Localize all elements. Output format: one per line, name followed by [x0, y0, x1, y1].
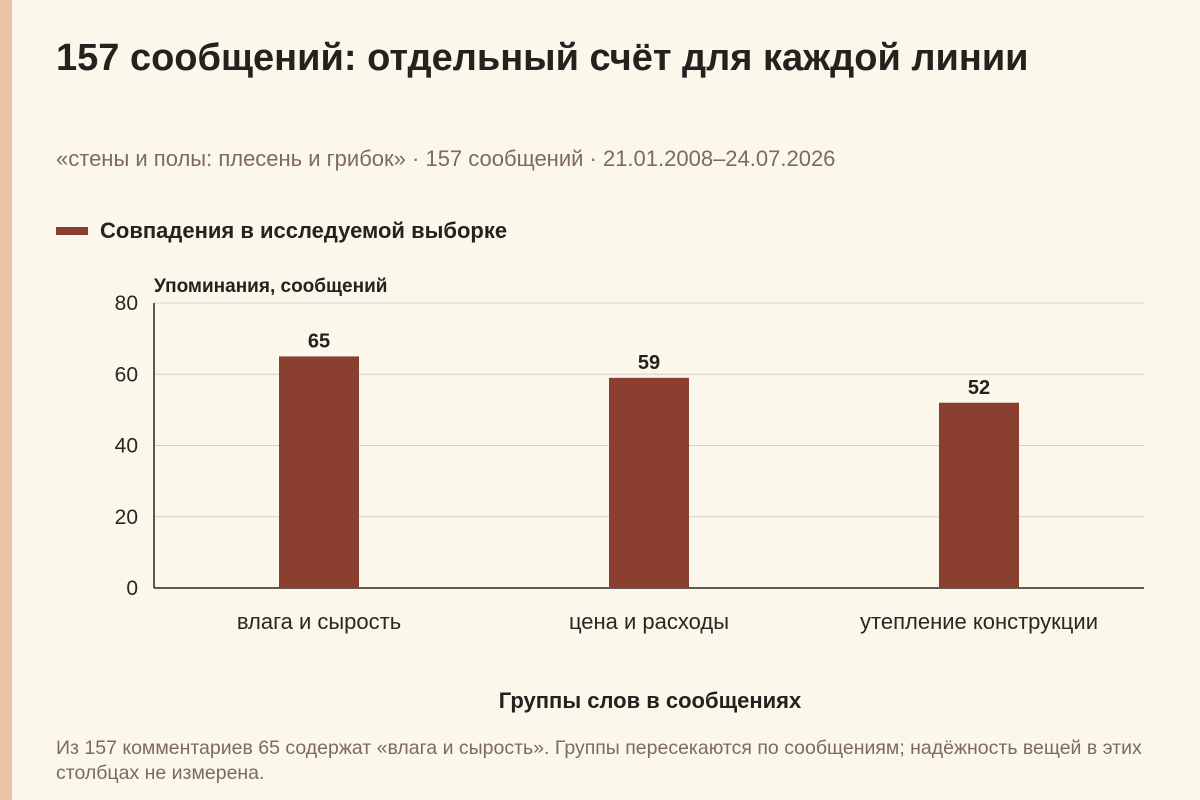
data-label: 59	[638, 352, 660, 374]
x-tick-label: утепление конструкции	[860, 609, 1098, 634]
bars	[279, 356, 1019, 588]
y-tick-label: 0	[126, 577, 138, 600]
y-tick-label: 80	[115, 292, 138, 315]
legend-label: Совпадения в исследуемой выборке	[100, 218, 508, 243]
y-tick-label: 40	[115, 435, 138, 458]
accent-strip	[0, 0, 12, 800]
bar	[279, 356, 359, 588]
data-label: 52	[968, 377, 990, 399]
legend-swatch	[56, 227, 88, 235]
chart-labels: 0 20 40 60 80 65 влага и сырость 59 цена и расхо…	[115, 292, 1098, 634]
x-tick-label: влага и сырость	[237, 609, 401, 634]
bar	[609, 377, 689, 588]
legend: Совпадения в исследуемой выборке	[56, 218, 507, 244]
chart-title: 157 сообщений: отдельный счёт для каждой…	[56, 37, 1029, 79]
chart-caption: Из 157 комментариев 65 содержат «влага и…	[56, 737, 1142, 784]
y-tick-label: 60	[115, 363, 138, 386]
bar	[939, 402, 1019, 588]
x-axis-title: Группы слов в сообщениях	[499, 688, 802, 713]
chart-subtitle: «стены и полы: плесень и грибок» · 157 с…	[56, 146, 836, 171]
x-tick-label: цена и расходы	[569, 609, 729, 634]
y-tick-label: 20	[115, 506, 138, 529]
data-label: 65	[308, 330, 330, 352]
y-axis-title: Упоминания, сообщений	[154, 276, 387, 297]
